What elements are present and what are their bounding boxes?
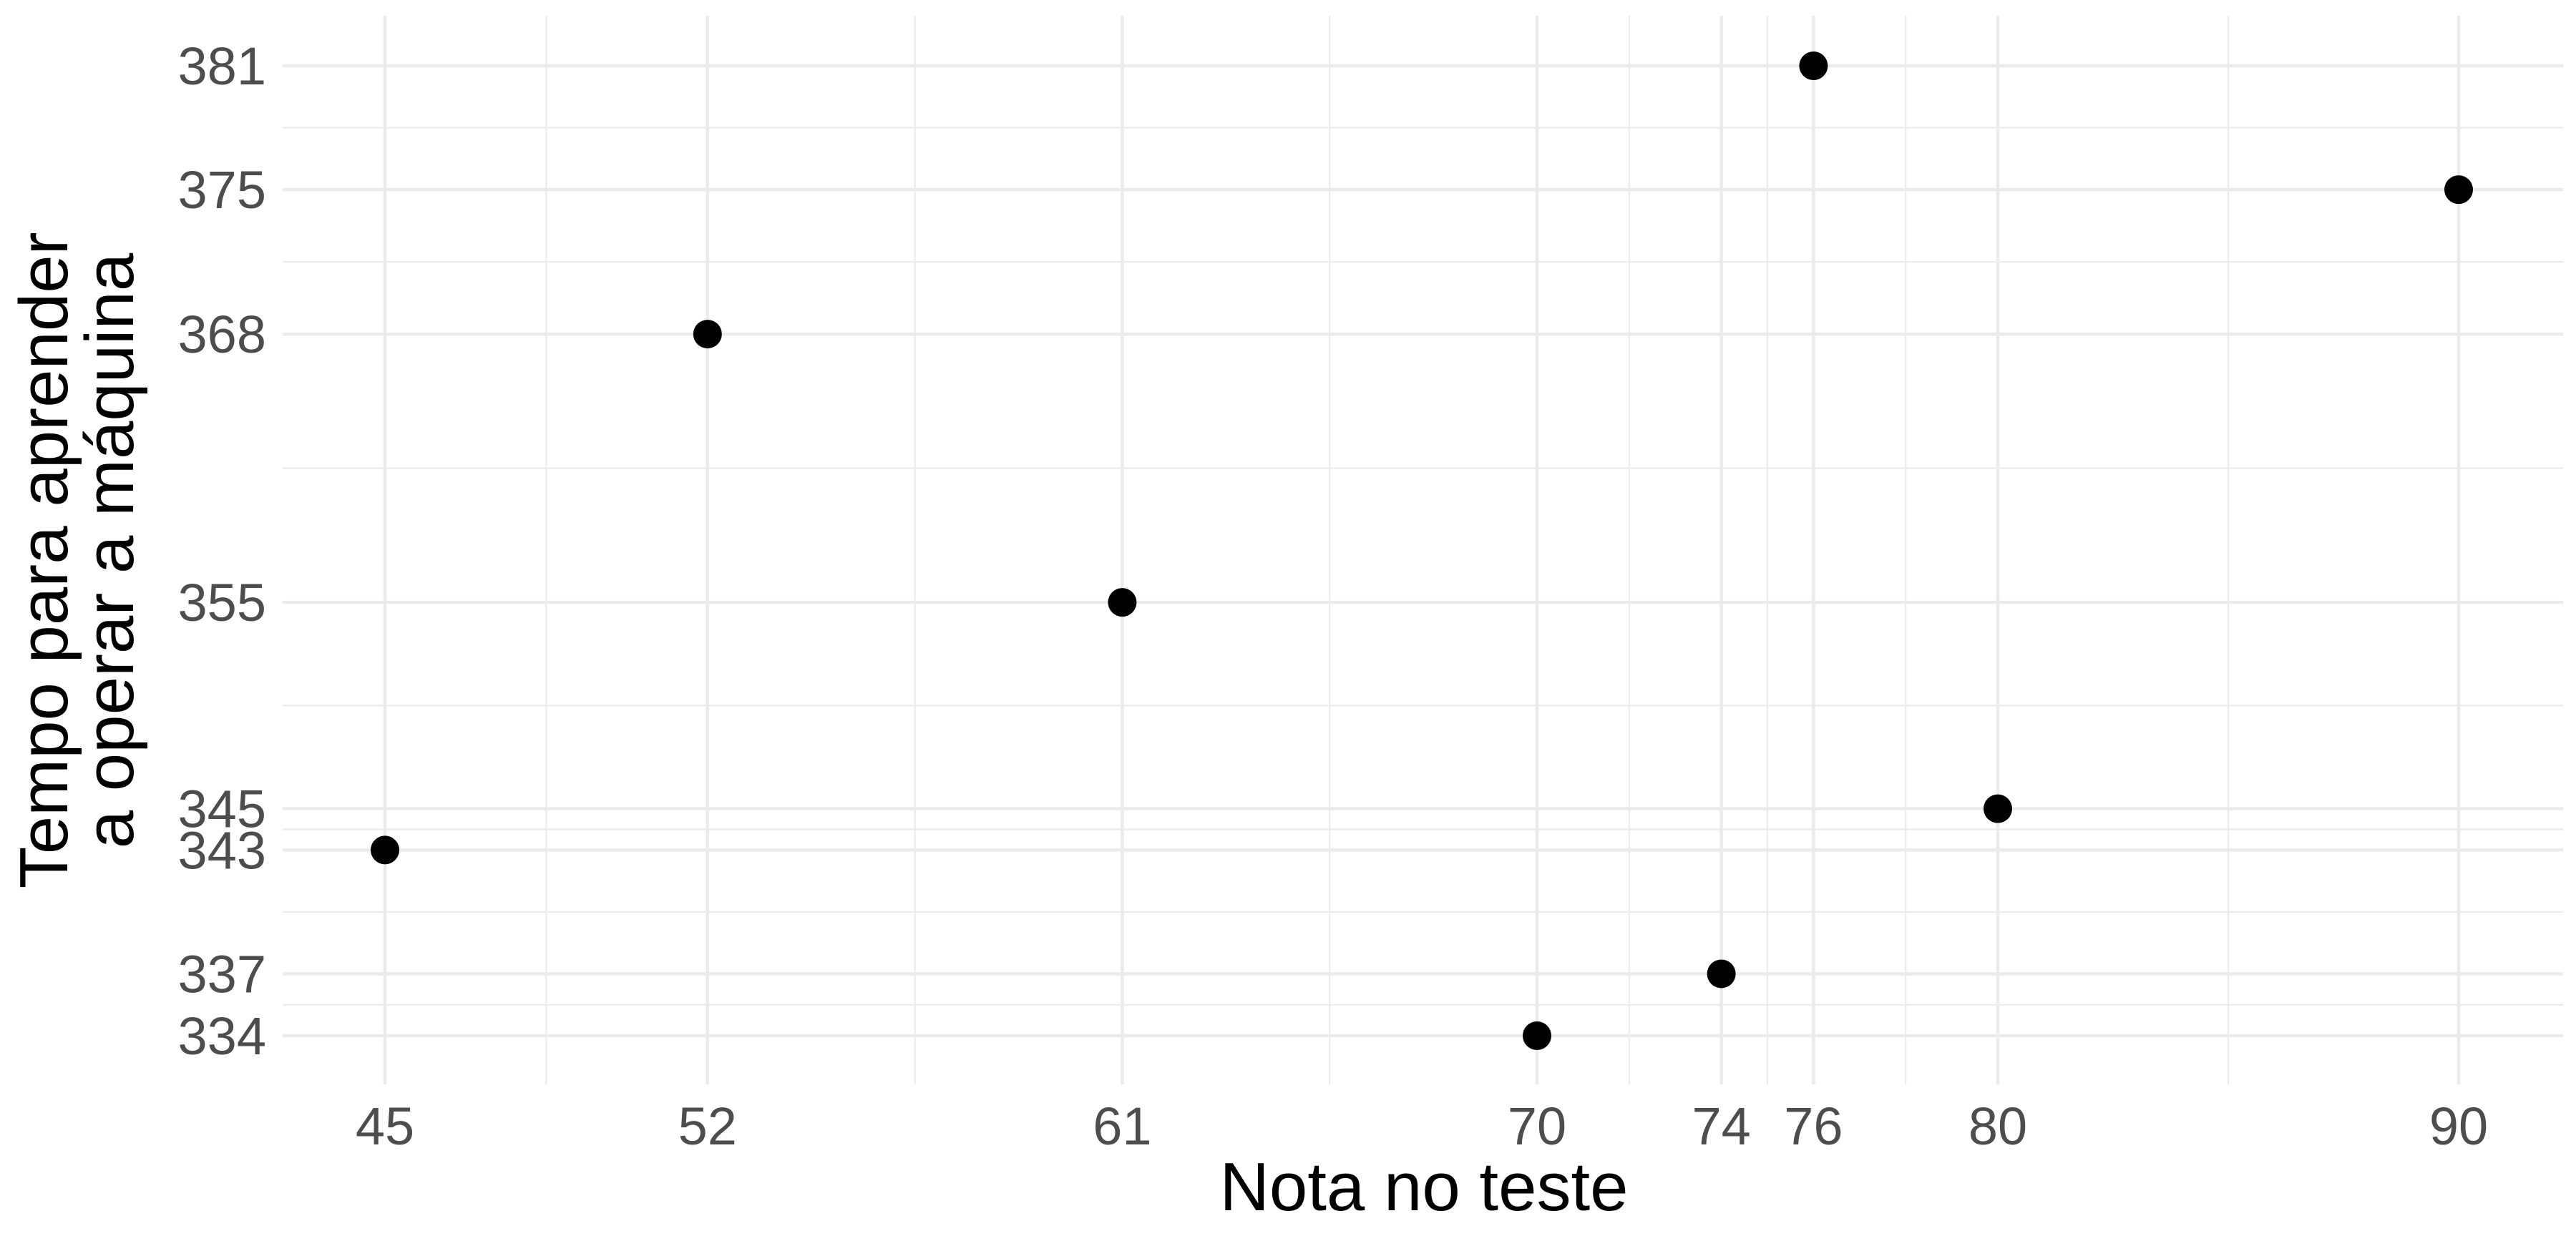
y-tick-label: 334 [178, 1006, 266, 1066]
y-tick-label: 375 [178, 160, 266, 220]
y-axis-title-line-2: a operar a máquina [72, 252, 148, 848]
minor-gridlines [283, 16, 2563, 1084]
y-axis-title: Tempo para aprender a operar a máquina [6, 213, 148, 889]
y-tick-label: 368 [178, 305, 266, 364]
data-point [693, 320, 722, 349]
x-tick-label: 52 [678, 1097, 737, 1156]
x-tick-label: 70 [1508, 1097, 1566, 1156]
data-point [371, 835, 399, 865]
data-point [1707, 959, 1736, 989]
x-axis-title: Nota no teste [1219, 1149, 1628, 1225]
major-gridlines [283, 16, 2563, 1084]
x-tick-label: 80 [1968, 1097, 2027, 1156]
data-point [1108, 588, 1137, 617]
x-tick-label: 90 [2429, 1097, 2488, 1156]
data-points [371, 52, 2473, 1050]
y-axis-title-line-1: Tempo para aprender [6, 232, 82, 888]
y-tick-label: 337 [178, 944, 266, 1004]
y-tick-label: 381 [178, 36, 266, 96]
x-tick-label: 74 [1692, 1097, 1750, 1156]
data-point [1799, 52, 1828, 80]
x-tick-label: 76 [1784, 1097, 1843, 1156]
x-axis-tick-labels: 45 52 61 70 74 76 80 90 [356, 1097, 2488, 1156]
x-tick-label: 45 [356, 1097, 414, 1156]
y-tick-label: 343 [178, 820, 266, 880]
data-point [2444, 175, 2473, 205]
y-tick-label: 345 [178, 780, 266, 839]
x-tick-label: 61 [1093, 1097, 1151, 1156]
data-point [1523, 1021, 1551, 1050]
data-point [1984, 794, 2012, 823]
y-tick-label: 355 [178, 573, 266, 632]
